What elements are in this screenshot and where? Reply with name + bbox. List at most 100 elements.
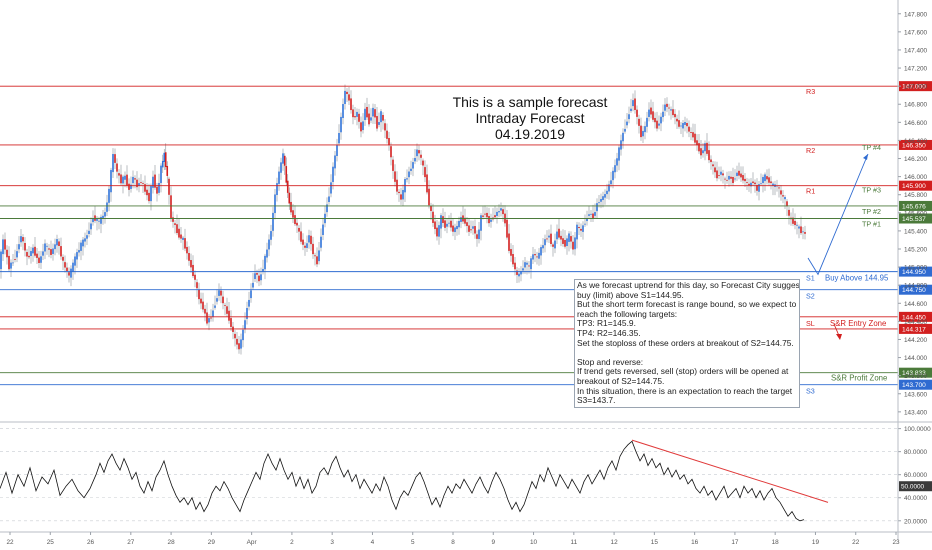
- candle-body: [132, 176, 134, 184]
- candle-body: [476, 234, 478, 239]
- candle-body: [718, 175, 720, 176]
- candle-body: [48, 248, 50, 250]
- candle-body: [710, 159, 712, 163]
- note-line: buy (limit) above S1=144.95.: [577, 289, 684, 300]
- candle-body: [58, 241, 60, 246]
- candle-body: [84, 238, 86, 242]
- candle-body: [600, 198, 602, 202]
- candle-body: [40, 256, 42, 263]
- candle-body: [432, 211, 434, 223]
- candle-body: [156, 186, 158, 194]
- candle-body: [746, 182, 748, 183]
- candle-body: [714, 167, 716, 173]
- price-tick-label: 146.200: [904, 156, 928, 163]
- candle-body: [560, 235, 562, 240]
- candle-body: [418, 150, 420, 154]
- candle-body: [170, 195, 172, 219]
- candle-body: [680, 125, 682, 127]
- candle-body: [502, 209, 504, 215]
- candle-body: [788, 209, 790, 216]
- candle-body: [50, 249, 52, 255]
- candle-body: [4, 239, 6, 250]
- candle-body: [802, 231, 804, 233]
- note-line: But the short term forecast is range bou…: [577, 299, 797, 310]
- time-tick-label: 16: [691, 539, 699, 546]
- candle-body: [736, 172, 738, 177]
- candle-body: [214, 305, 216, 308]
- candle-body: [56, 239, 58, 246]
- candle-body: [128, 183, 130, 190]
- candle-body: [574, 237, 576, 250]
- candle-body: [584, 223, 586, 225]
- candle-body: [604, 194, 606, 198]
- candle-body: [300, 231, 302, 242]
- candle-body: [74, 256, 76, 266]
- candle-body: [366, 106, 368, 118]
- price-tick-label: 146.000: [904, 174, 928, 181]
- candle-body: [14, 259, 16, 260]
- candle-body: [420, 154, 422, 158]
- candle-body: [588, 214, 590, 216]
- candle-body: [494, 215, 496, 218]
- candle-body: [516, 270, 518, 275]
- candle-body: [274, 194, 276, 214]
- level-price-tag: [899, 379, 932, 390]
- candle-body: [694, 133, 696, 143]
- candle-body: [338, 133, 340, 144]
- candle-body: [478, 229, 480, 240]
- candle-body: [528, 265, 530, 267]
- price-tick-label: 147.000: [904, 84, 928, 91]
- candle-body: [792, 217, 794, 224]
- time-tick-label: 11: [570, 539, 577, 546]
- candle-body: [558, 228, 560, 238]
- candle-body: [288, 192, 291, 204]
- oscillator-tick-label: 40.0000: [904, 495, 928, 502]
- time-tick-label: 22: [6, 539, 14, 546]
- candle-body: [542, 245, 544, 249]
- candle-body: [332, 166, 334, 182]
- candle-body: [758, 184, 760, 192]
- level-price-tag: [899, 139, 932, 150]
- candle-body: [688, 126, 690, 132]
- candle-body: [800, 226, 802, 234]
- candle-body: [182, 237, 184, 240]
- price-tick-label: 147.800: [904, 11, 928, 18]
- level-price-tag-text: 147.000: [902, 84, 926, 91]
- candle-body: [496, 211, 498, 216]
- candle-body: [400, 194, 402, 200]
- price-tick-label: 143.800: [904, 373, 928, 380]
- candle-body: [480, 215, 482, 231]
- candle-body: [440, 215, 442, 229]
- candle-body: [200, 298, 202, 304]
- price-tick-label: 147.600: [904, 29, 928, 36]
- candle-body: [590, 213, 592, 215]
- candle-body: [572, 241, 574, 250]
- candle-body: [464, 217, 466, 224]
- candle-body: [52, 248, 54, 254]
- time-tick-label: Apr: [247, 539, 258, 546]
- candle-body: [376, 116, 378, 129]
- candle-body: [410, 168, 412, 171]
- candle-body: [596, 203, 598, 212]
- candle-body: [652, 111, 654, 120]
- level-label: R1: [806, 187, 815, 196]
- candle-body: [244, 320, 246, 330]
- price-tick-label: 145.400: [904, 228, 928, 235]
- time-tick-label: 12: [611, 539, 619, 546]
- candle-body: [224, 305, 226, 307]
- candle-body: [108, 188, 110, 203]
- candle-body: [738, 170, 740, 176]
- candle-body: [392, 159, 394, 171]
- level-price-tag: [899, 323, 932, 334]
- level-price-tag-text: 144.450: [902, 314, 926, 321]
- candle-body: [16, 251, 18, 258]
- candle-body: [80, 242, 82, 251]
- candle-body: [456, 225, 458, 230]
- candle-body: [780, 190, 782, 195]
- candle-body: [310, 235, 312, 245]
- candle-body: [436, 227, 438, 237]
- candle-body: [180, 234, 182, 239]
- candle-body: [106, 202, 108, 212]
- candle-body: [296, 222, 298, 226]
- candle-body: [734, 178, 736, 180]
